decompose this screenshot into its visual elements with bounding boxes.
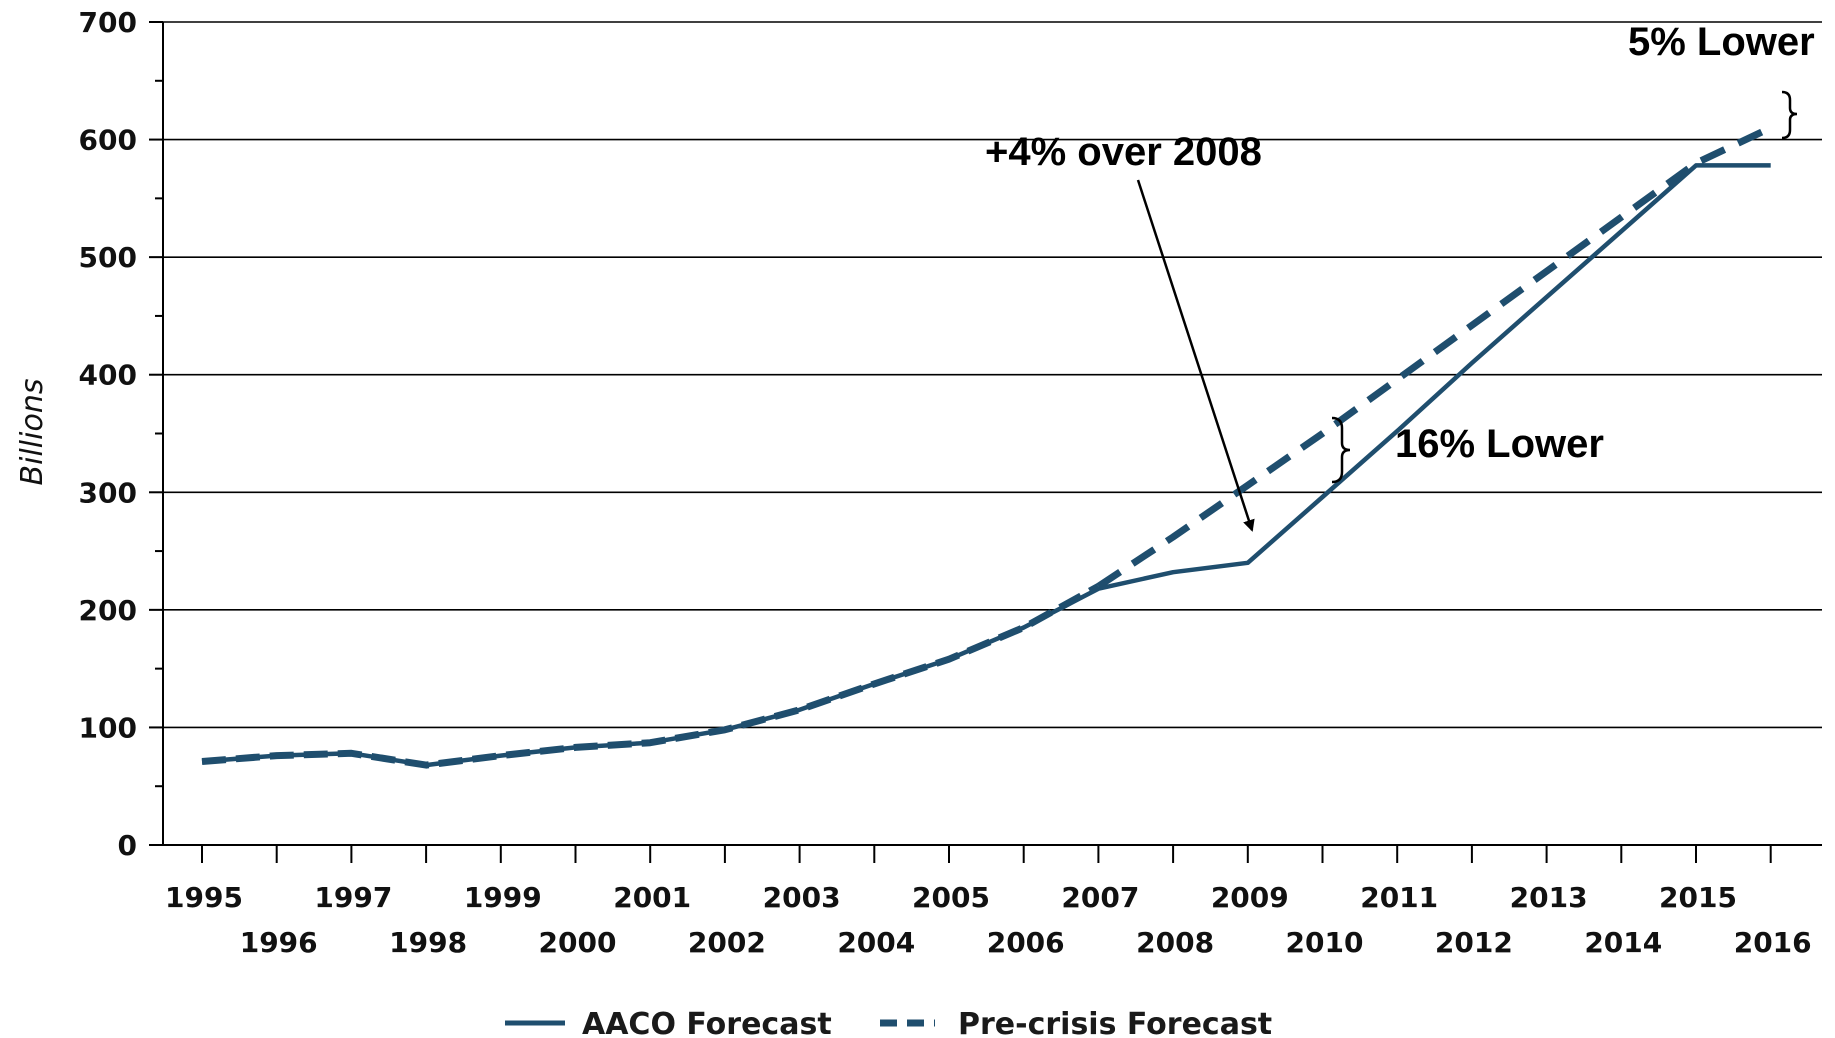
x-tick-label: 2003 <box>763 881 841 914</box>
legend-label-aaco: AACO Forecast <box>582 1007 832 1038</box>
brace-2010-icon <box>1331 416 1351 484</box>
x-tick-label: 2010 <box>1286 926 1364 959</box>
series-line-pre-crisis-forecast <box>1096 124 1773 590</box>
series-lines <box>201 124 1773 769</box>
legend-label-precrisis: Pre-crisis Forecast <box>958 1007 1272 1038</box>
y-tick-label: 300 <box>79 476 137 509</box>
x-tick-label: 1999 <box>464 881 542 914</box>
x-tick-label: 2015 <box>1659 881 1737 914</box>
brace-2016-icon <box>1781 90 1798 140</box>
annotation-arrow <box>1136 179 1255 532</box>
x-tick-label: 1996 <box>240 926 318 959</box>
y-tick-label: 0 <box>118 829 137 862</box>
axes: 0 100 200 300 400 500 600 700 1995 1996 1997 1998 19… <box>79 6 1822 959</box>
x-tick-label: 1995 <box>165 881 243 914</box>
x-tick-label: 2016 <box>1734 926 1812 959</box>
annotation-gap-2016: 5% Lower <box>1628 20 1815 64</box>
annotation-gap-2010: 16% Lower <box>1395 422 1604 466</box>
x-tick-label: 2009 <box>1211 881 1289 914</box>
x-tick-label: 2011 <box>1360 881 1438 914</box>
y-tick-label: 400 <box>79 359 137 392</box>
y-axis-title: Billions <box>15 379 50 486</box>
x-tick-label: 2008 <box>1136 926 1214 959</box>
x-tick-label: 1998 <box>389 926 467 959</box>
x-tick-label: 2012 <box>1435 926 1513 959</box>
y-tick-label: 200 <box>79 594 137 627</box>
x-tick-label: 2013 <box>1510 881 1588 914</box>
x-tick-label: 2006 <box>987 926 1065 959</box>
x-tick-label: 2002 <box>688 926 766 959</box>
x-tick-label: 2014 <box>1584 926 1662 959</box>
y-tick-label: 500 <box>79 241 137 274</box>
x-tick-label: 2005 <box>912 881 990 914</box>
y-tick-label: 600 <box>79 124 137 157</box>
annotation-arrow-label: +4% over 2008 <box>985 130 1262 174</box>
series-line-pre-crisis-shared <box>201 583 1101 769</box>
x-tick-label: 2007 <box>1061 881 1139 914</box>
y-tick-label: 700 <box>79 6 137 39</box>
annotations: 5% Lower +4% over 2008 16% Lower <box>985 20 1815 532</box>
x-tick-label: 2004 <box>837 926 915 959</box>
x-tick-label: 2000 <box>539 926 617 959</box>
x-tick-label: 2001 <box>613 881 691 914</box>
legend: AACO Forecast Pre-crisis Forecast <box>505 1007 1272 1038</box>
y-tick-label: 100 <box>79 711 137 744</box>
gridlines <box>163 21 1822 729</box>
x-tick-label: 1997 <box>314 881 392 914</box>
